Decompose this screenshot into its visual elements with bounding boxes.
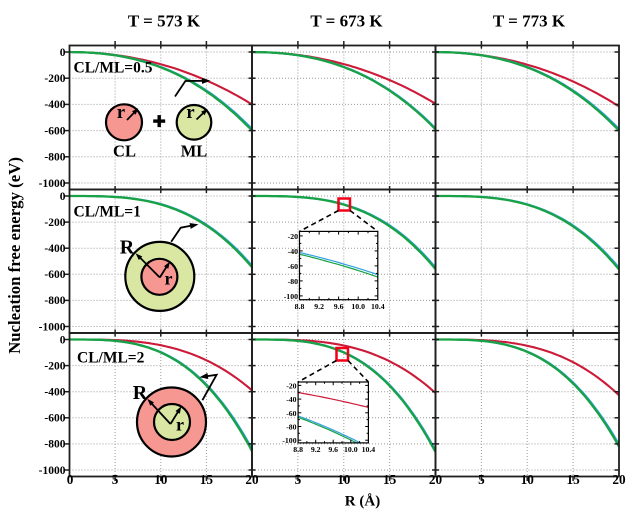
svg-text:15: 15 — [383, 472, 397, 487]
svg-text:0: 0 — [60, 334, 66, 346]
svg-text:-1000: -1000 — [39, 321, 66, 333]
svg-text:-40: -40 — [288, 247, 298, 256]
svg-text:10.4: 10.4 — [362, 445, 376, 454]
svg-text:10.4: 10.4 — [371, 302, 385, 311]
svg-text:0: 0 — [60, 191, 66, 203]
svg-text:9.2: 9.2 — [311, 445, 321, 454]
svg-text:T = 773 K: T = 773 K — [493, 12, 566, 31]
svg-text:-80: -80 — [288, 277, 298, 286]
svg-text:10: 10 — [521, 472, 535, 487]
svg-text:-1000: -1000 — [39, 465, 66, 477]
svg-text:10.0: 10.0 — [344, 445, 358, 454]
svg-text:CL: CL — [113, 141, 136, 160]
svg-text:-20: -20 — [288, 232, 298, 241]
svg-text:0: 0 — [67, 472, 74, 487]
svg-text:-100: -100 — [282, 436, 296, 445]
svg-text:CL/ML=1: CL/ML=1 — [74, 204, 141, 221]
svg-text:-800: -800 — [44, 152, 65, 164]
svg-text:r: r — [165, 269, 173, 289]
svg-text:T = 573 K: T = 573 K — [128, 12, 201, 31]
svg-text:-200: -200 — [44, 217, 65, 229]
svg-text:-1000: -1000 — [39, 178, 66, 190]
svg-text:5: 5 — [478, 472, 485, 487]
svg-text:T = 673 K: T = 673 K — [310, 12, 383, 31]
svg-text:CL/ML=0.5: CL/ML=0.5 — [74, 59, 153, 76]
svg-text:-600: -600 — [44, 269, 65, 281]
svg-text:5: 5 — [295, 472, 302, 487]
svg-text:r: r — [117, 103, 125, 123]
svg-text:-400: -400 — [44, 243, 65, 255]
svg-text:R (Å): R (Å) — [345, 494, 380, 510]
svg-text:10: 10 — [337, 472, 351, 487]
svg-text:-60: -60 — [286, 409, 296, 418]
svg-text:15: 15 — [200, 472, 214, 487]
svg-text:-40: -40 — [286, 395, 296, 404]
svg-text:-20: -20 — [286, 381, 296, 390]
svg-text:-600: -600 — [44, 413, 65, 425]
svg-text:R: R — [133, 382, 148, 404]
svg-text:-60: -60 — [288, 262, 298, 271]
svg-text:Nucleation free energy (eV): Nucleation free energy (eV) — [5, 157, 24, 354]
svg-text:8.8: 8.8 — [293, 445, 303, 454]
svg-text:-100: -100 — [284, 292, 298, 301]
svg-text:9.2: 9.2 — [314, 302, 324, 311]
svg-text:CL/ML=2: CL/ML=2 — [77, 350, 145, 367]
svg-text:20: 20 — [429, 472, 443, 487]
svg-text:5: 5 — [112, 472, 119, 487]
svg-text:10: 10 — [154, 472, 168, 487]
svg-text:0: 0 — [60, 47, 66, 59]
svg-text:-200: -200 — [44, 360, 65, 372]
svg-text:9.6: 9.6 — [328, 445, 338, 454]
svg-text:15: 15 — [567, 472, 581, 487]
svg-text:20: 20 — [612, 472, 626, 487]
svg-text:-80: -80 — [286, 423, 296, 432]
svg-text:r: r — [176, 415, 184, 435]
svg-text:ML: ML — [181, 141, 208, 160]
svg-text:9.6: 9.6 — [334, 302, 344, 311]
svg-text:20: 20 — [245, 472, 259, 487]
svg-text:R: R — [120, 237, 135, 259]
svg-text:-800: -800 — [44, 295, 65, 307]
svg-text:r: r — [186, 103, 194, 123]
svg-text:-600: -600 — [44, 125, 65, 137]
svg-text:-200: -200 — [44, 73, 65, 85]
svg-text:10.0: 10.0 — [351, 302, 365, 311]
svg-text:-800: -800 — [44, 439, 65, 451]
svg-text:-400: -400 — [44, 387, 65, 399]
svg-text:-400: -400 — [44, 99, 65, 111]
svg-text:8.8: 8.8 — [295, 302, 305, 311]
